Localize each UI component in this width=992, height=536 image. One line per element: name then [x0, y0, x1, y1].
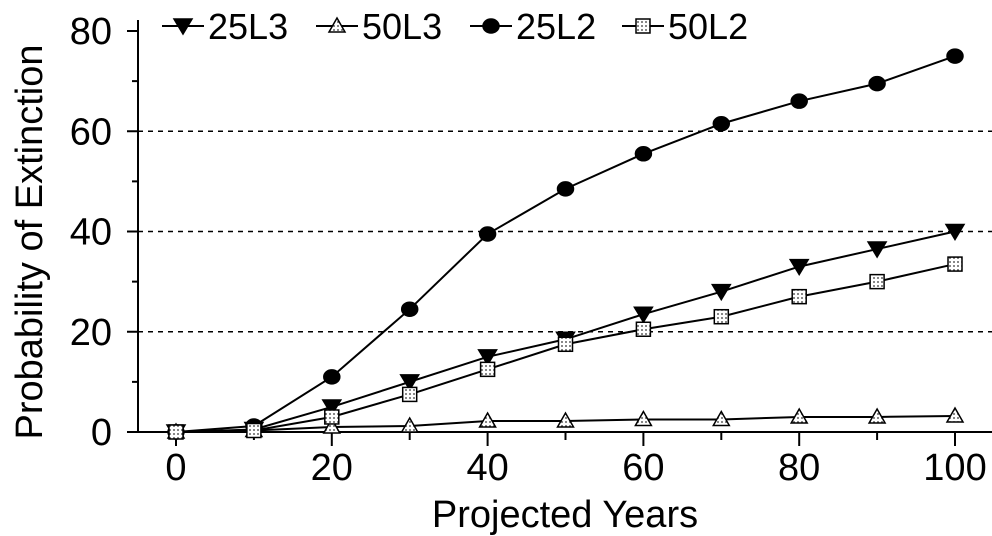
y-tick-label: 20: [70, 312, 112, 354]
data-point: [712, 409, 731, 427]
data-point: [791, 288, 807, 305]
legend-item: 50L2: [622, 6, 748, 47]
data-point: [400, 301, 419, 317]
x-tick-label: 80: [778, 447, 820, 489]
legend-label: 50L3: [362, 6, 442, 47]
data-point: [713, 308, 730, 325]
series-25L3: [165, 223, 966, 442]
x-tick-label: 20: [311, 447, 353, 489]
x-axis-title: Projected Years: [432, 494, 698, 536]
y-axis-title: Probability of Extinction: [9, 45, 51, 440]
data-point: [868, 75, 886, 92]
series: [165, 48, 966, 442]
x-tick-label: 60: [622, 447, 664, 489]
y-tick-label: 40: [70, 212, 112, 254]
series-25L2: [167, 48, 964, 440]
data-point: [634, 146, 653, 162]
data-point: [478, 226, 497, 242]
data-point: [947, 256, 963, 272]
legend-label: 25L3: [208, 6, 288, 47]
data-point: [945, 406, 965, 423]
series-line: [175, 55, 956, 433]
data-point: [944, 223, 966, 241]
x-tick-label: 0: [165, 447, 186, 489]
legend: 25L3 50L3 25L2 50L2: [162, 6, 748, 47]
data-point: [399, 374, 421, 392]
data-point: [635, 321, 652, 337]
y-tick-label: 60: [70, 111, 112, 153]
data-point: [400, 416, 419, 433]
legend-item: 50L3: [316, 6, 442, 47]
data-point: [324, 409, 340, 425]
legend-label: 25L2: [516, 6, 596, 47]
y-tick-label: 80: [70, 11, 112, 53]
data-point: [323, 369, 341, 385]
data-point: [869, 273, 885, 290]
legend-marker: [482, 18, 500, 34]
data-point: [478, 411, 497, 428]
y-tick-label: 0: [91, 412, 112, 454]
data-point: [867, 407, 887, 424]
data-point: [477, 349, 498, 367]
data-point: [633, 306, 654, 324]
data-point: [866, 241, 888, 259]
legend-marker: [172, 18, 194, 36]
axes: [137, 20, 992, 433]
data-point: [634, 409, 653, 427]
data-point: [789, 407, 809, 424]
data-point: [479, 361, 496, 378]
data-point: [556, 181, 575, 197]
data-point: [710, 283, 732, 302]
series-50L2: [168, 256, 963, 440]
data-point: [946, 48, 964, 64]
data-point: [788, 258, 810, 277]
legend-item: 25L2: [470, 6, 596, 47]
gridlines: [138, 130, 992, 333]
data-point: [246, 422, 262, 439]
data-point: [712, 115, 731, 132]
x-tick-label: 40: [466, 447, 508, 489]
legend-marker: [635, 18, 651, 34]
data-point: [557, 336, 574, 353]
data-point: [322, 417, 342, 434]
legend-label: 50L2: [668, 6, 748, 47]
x-tick-label: 100: [923, 447, 986, 489]
data-point: [321, 399, 343, 417]
data-point: [556, 411, 575, 428]
data-point: [401, 386, 418, 403]
ticks: 0 20 40 60 80 0 20 40 60 80 100: [70, 11, 987, 489]
data-point: [168, 424, 184, 440]
legend-marker: [327, 16, 347, 33]
data-point: [790, 93, 808, 109]
legend-item: 25L3: [162, 6, 288, 47]
